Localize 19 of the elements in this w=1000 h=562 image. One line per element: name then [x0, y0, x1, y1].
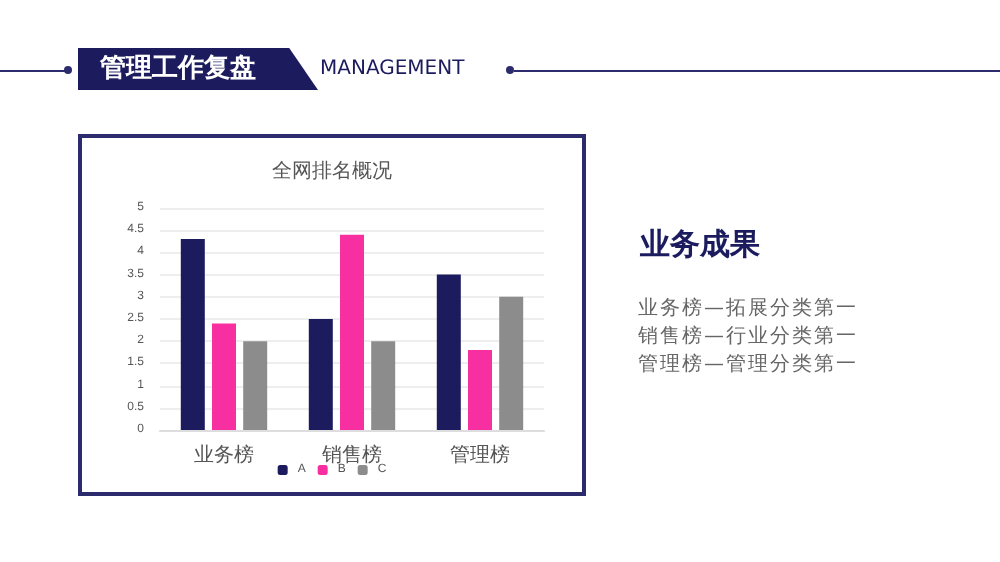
- bar: [371, 341, 396, 430]
- text: 业务成果: [640, 226, 760, 264]
- text: MANAGEMENT: [320, 56, 465, 82]
- bar: [340, 234, 364, 430]
- bar: [243, 341, 268, 430]
- text: 销售榜—行业分类第一: [638, 324, 858, 352]
- x-tick-label: 销售榜: [320, 443, 382, 467]
- x-tick-label: 管理榜: [450, 443, 510, 467]
- chart-title: 全网排名概况: [272, 159, 392, 183]
- bar: [212, 323, 236, 430]
- bar: [180, 239, 205, 430]
- bar: [468, 350, 492, 430]
- bar: [308, 319, 333, 430]
- bar: [499, 296, 524, 430]
- bar: [436, 274, 461, 430]
- text: 业务榜—拓展分类第一: [638, 296, 858, 324]
- text: 管理榜—管理分类第一: [638, 352, 858, 380]
- x-tick-label: 业务榜: [194, 443, 254, 467]
- text: 管理工作复盘: [100, 52, 256, 86]
